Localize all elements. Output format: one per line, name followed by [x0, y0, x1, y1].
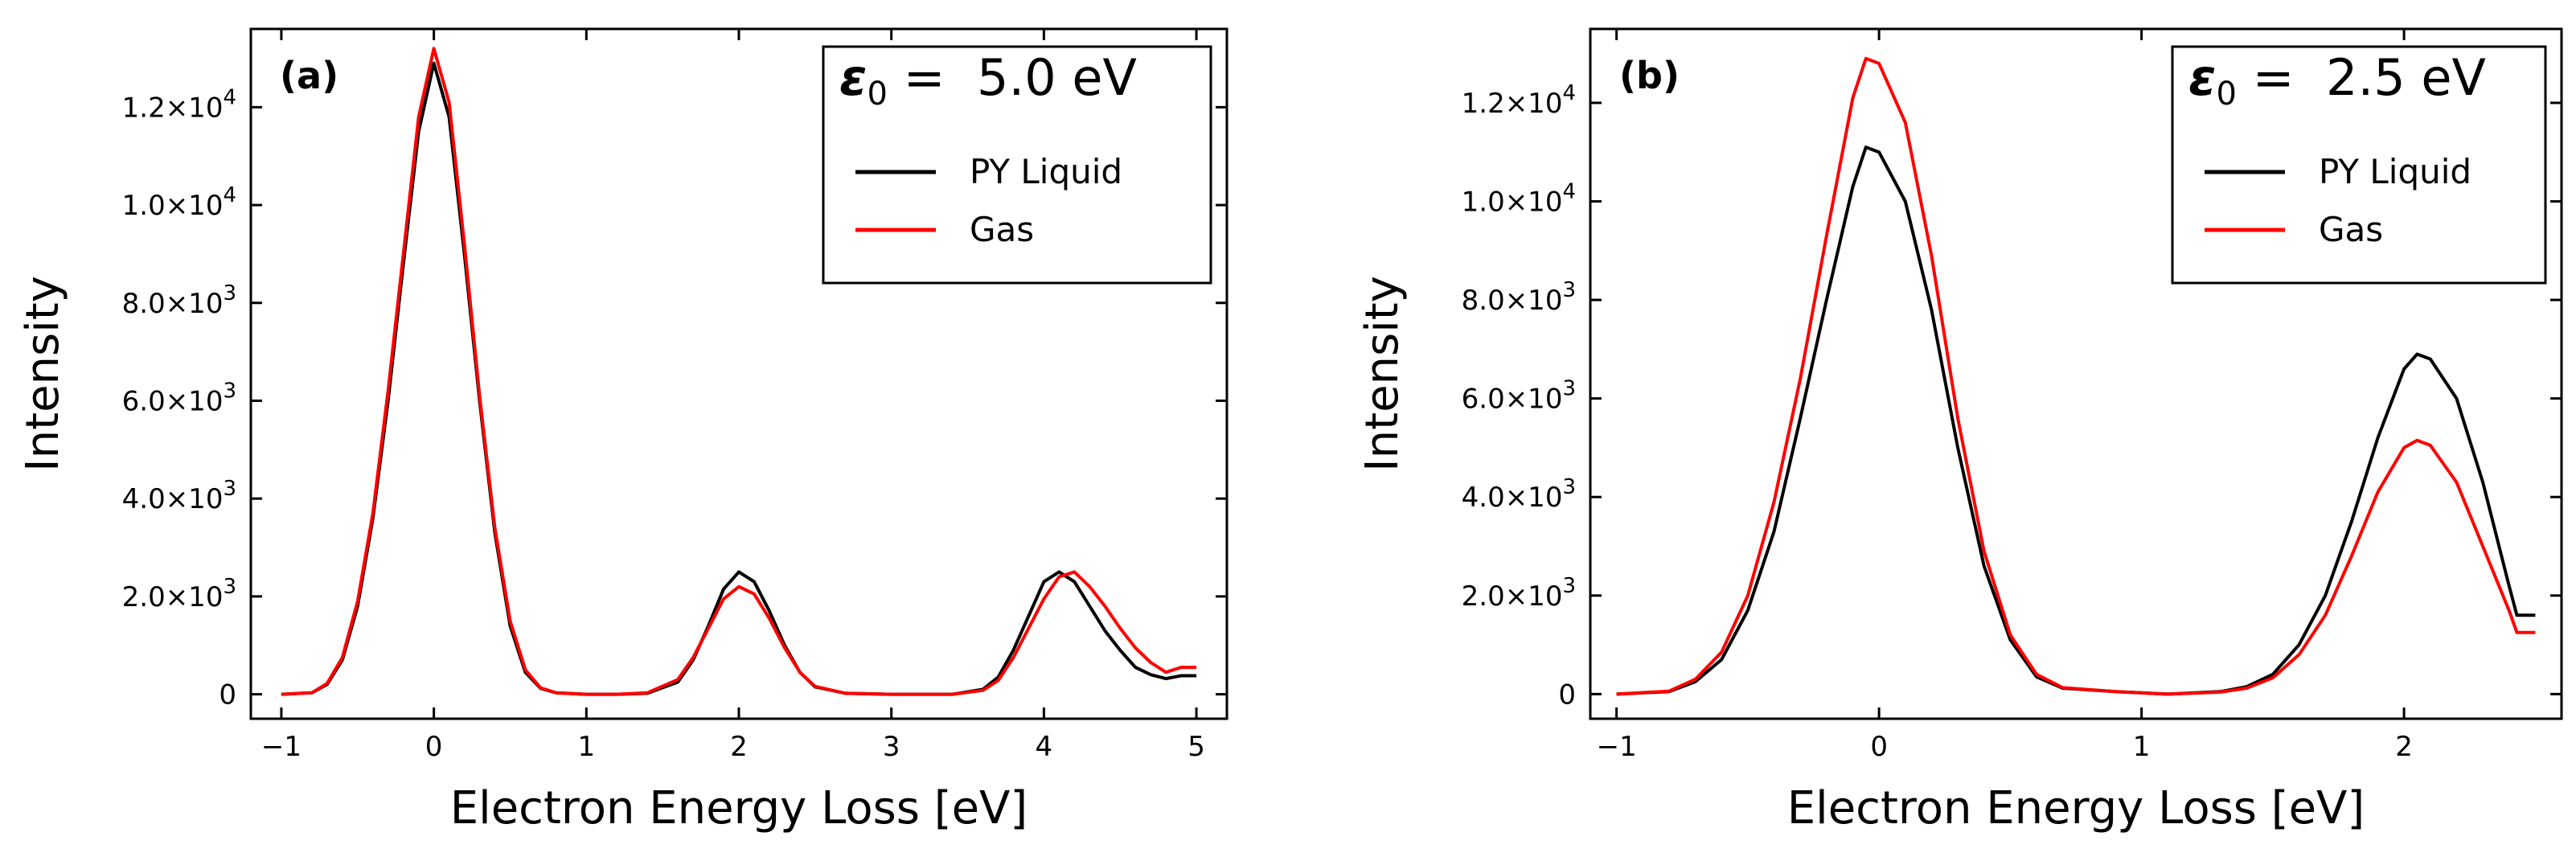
x-tick-label: 3: [883, 731, 900, 763]
epsilon-subscript: 0: [2217, 76, 2237, 113]
y-tick-exponent: 3: [1562, 278, 1576, 302]
legend-entry-label: Gas: [2319, 210, 2383, 249]
series-line-gas: [281, 47, 1197, 696]
legend-entry-label: PY Liquid: [2319, 152, 2471, 191]
series-line-gas: [1616, 56, 2536, 696]
y-tick-mantissa: 6.0×10: [122, 385, 224, 417]
x-tick-label: 0: [425, 731, 443, 763]
y-tick-exponent: 3: [223, 575, 236, 599]
y-tick-exponent: 4: [223, 85, 236, 109]
panel-label: (a): [280, 54, 338, 97]
y-tick-exponent: 3: [1562, 475, 1576, 499]
y-axis-title: Intensity: [1356, 276, 1409, 472]
legend-title: ε0 = 2.5 eV: [2188, 48, 2486, 113]
x-tick-label: 0: [1870, 731, 1888, 763]
y-tick-mantissa: 0: [219, 679, 236, 711]
x-tick-label: 1: [2133, 731, 2151, 763]
x-tick-label: −1: [1597, 731, 1637, 763]
panel-b: −1 0 1 202.0×1034.0×1036.0×1038.0×1031.0×10…: [1356, 27, 2563, 834]
y-tick-mantissa: 4.0×10: [122, 483, 224, 515]
y-axis-title: Intensity: [17, 276, 69, 472]
y-tick-mantissa: 8.0×10: [122, 288, 224, 320]
y-tick-label: 4.0×103: [1462, 475, 1576, 514]
x-axis-title: Electron Energy Loss [eV]: [450, 782, 1028, 834]
y-tick-exponent: 3: [223, 379, 236, 403]
epsilon-subscript: 0: [868, 76, 888, 113]
y-tick-exponent: 4: [1562, 180, 1576, 204]
epsilon-symbol: ε: [2188, 48, 2217, 107]
y-tick-exponent: 3: [223, 477, 236, 501]
legend-box: [822, 45, 1212, 285]
y-tick-label: 0: [1558, 679, 1576, 711]
y-tick-exponent: 4: [223, 183, 236, 207]
y-tick-mantissa: 6.0×10: [1462, 383, 1563, 416]
y-tick-label: 6.0×103: [1462, 377, 1576, 416]
y-tick-mantissa: 8.0×10: [1462, 285, 1563, 317]
y-tick-mantissa: 2.0×10: [1462, 580, 1563, 613]
y-tick-label: 2.0×103: [1462, 574, 1576, 613]
x-axis-title: Electron Energy Loss [eV]: [1787, 782, 2365, 834]
y-tick-label: 1.0×104: [122, 183, 236, 222]
y-tick-label: 8.0×103: [122, 281, 236, 320]
x-tick-label: 2: [2395, 731, 2413, 763]
x-tick-label: 2: [730, 731, 748, 763]
plot-frame: [1589, 27, 2563, 720]
legend-box: [2171, 45, 2547, 285]
x-tick-label: 4: [1036, 731, 1053, 763]
x-tick-label: 5: [1188, 731, 1205, 763]
legend-title: ε0 = 5.0 eV: [839, 48, 1137, 113]
legend: ε0 = 5.0 eV PY Liquid Gas: [822, 45, 1212, 285]
y-tick-label: 8.0×103: [1462, 278, 1576, 317]
y-tick-mantissa: 2.0×10: [122, 581, 224, 613]
y-tick-mantissa: 0: [1558, 679, 1576, 711]
y-tick-exponent: 3: [223, 281, 236, 305]
y-tick-mantissa: 1.2×10: [122, 92, 224, 124]
panel-label: (b): [1619, 54, 1680, 97]
y-tick-label: 1.0×104: [1462, 180, 1576, 219]
y-tick-label: 6.0×103: [122, 379, 236, 417]
epsilon-symbol: ε: [839, 48, 868, 107]
y-tick-label: 2.0×103: [122, 575, 236, 613]
y-tick-exponent: 4: [1562, 81, 1576, 105]
y-tick-mantissa: 1.2×10: [1462, 88, 1563, 120]
series-line-py-liquid: [281, 61, 1197, 696]
x-tick-label: 1: [577, 731, 595, 763]
legend-entry-label: PY Liquid: [970, 152, 1122, 191]
y-tick-label: 0: [219, 679, 236, 711]
y-tick-label: 4.0×103: [122, 477, 236, 515]
panel-a: −1 0 1 2 3 4 502.0×1034.0×1036.0×1038.0×1031.0…: [17, 27, 1229, 834]
y-tick-exponent: 3: [1562, 377, 1576, 401]
y-tick-mantissa: 1.0×10: [122, 190, 224, 222]
legend-title-value: = 2.5 eV: [2237, 48, 2486, 107]
y-tick-label: 1.2×104: [1462, 81, 1576, 120]
legend: ε0 = 2.5 eV PY Liquid Gas: [2171, 45, 2547, 285]
legend-entry-label: Gas: [970, 210, 1034, 249]
x-tick-label: −1: [261, 731, 301, 763]
legend-title-value: = 5.0 eV: [888, 48, 1137, 107]
y-tick-mantissa: 4.0×10: [1462, 482, 1563, 514]
y-tick-exponent: 3: [1562, 574, 1576, 598]
y-tick-mantissa: 1.0×10: [1462, 187, 1563, 219]
y-tick-label: 1.2×104: [122, 85, 236, 124]
